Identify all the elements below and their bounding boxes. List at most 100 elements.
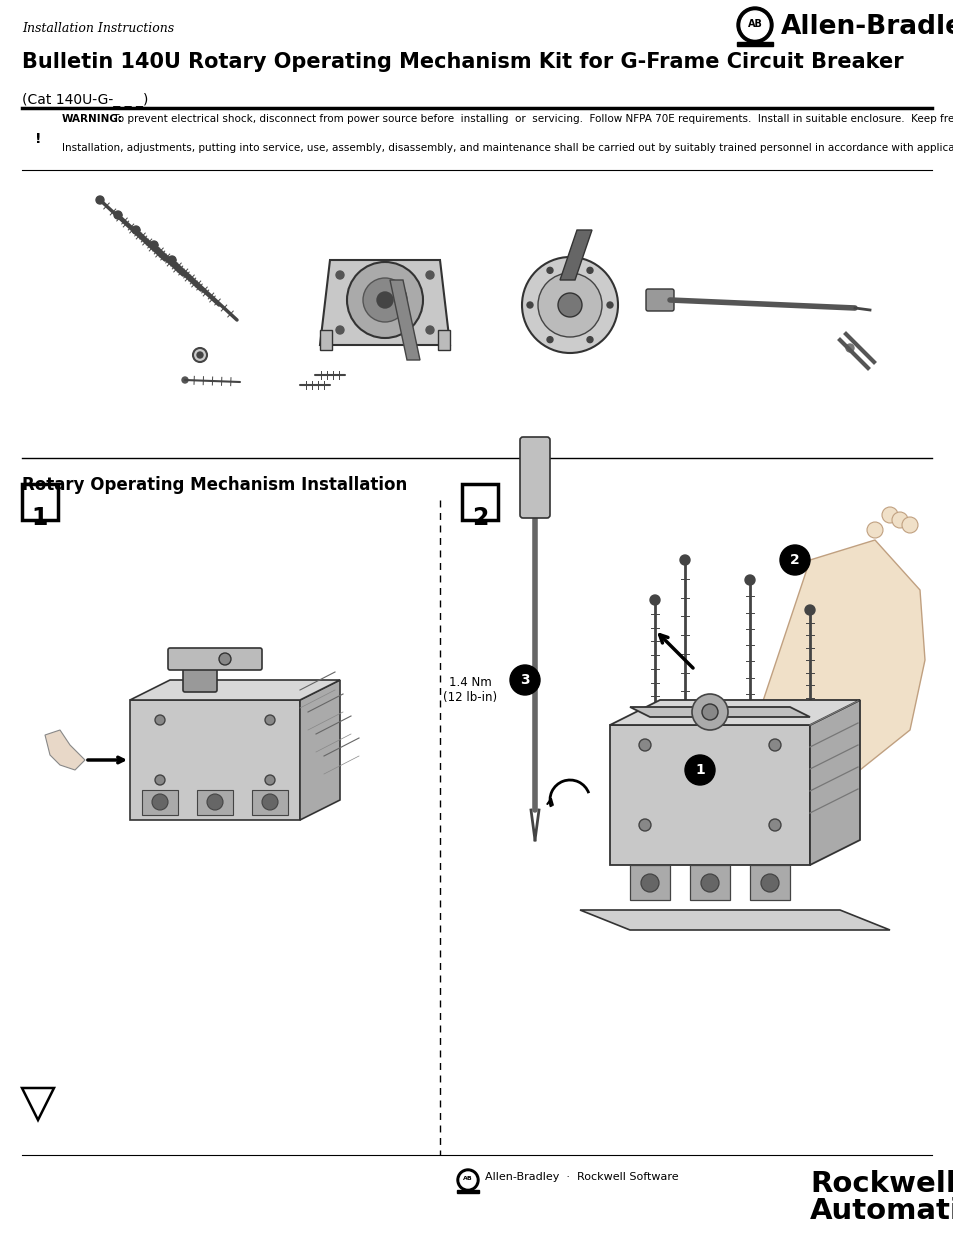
- Circle shape: [768, 739, 781, 751]
- Text: Rotary Operating Mechanism Installation: Rotary Operating Mechanism Installation: [22, 475, 407, 494]
- Circle shape: [586, 337, 593, 342]
- Bar: [461, 484, 497, 520]
- Circle shape: [347, 262, 422, 338]
- Circle shape: [586, 267, 593, 273]
- Text: To prevent electrical shock, disconnect from power source before  installing  or: To prevent electrical shock, disconnect …: [110, 114, 953, 124]
- Bar: [737, 42, 772, 46]
- Circle shape: [537, 273, 601, 337]
- Bar: [252, 790, 288, 815]
- Circle shape: [640, 874, 659, 892]
- Circle shape: [96, 196, 104, 204]
- Circle shape: [426, 270, 434, 279]
- Text: Bulletin 140U Rotary Operating Mechanism Kit for G-Frame Circuit Breaker: Bulletin 140U Rotary Operating Mechanism…: [22, 52, 902, 72]
- Bar: [437, 330, 450, 350]
- Polygon shape: [299, 680, 339, 820]
- Circle shape: [132, 226, 140, 233]
- Text: 2: 2: [789, 553, 799, 567]
- Circle shape: [363, 278, 407, 322]
- Circle shape: [207, 794, 223, 810]
- Circle shape: [182, 377, 188, 383]
- Circle shape: [262, 794, 277, 810]
- Text: Allen-Bradley: Allen-Bradley: [781, 14, 953, 40]
- FancyBboxPatch shape: [519, 437, 550, 517]
- Bar: [456, 1191, 478, 1193]
- Bar: [689, 864, 729, 900]
- Circle shape: [219, 653, 231, 664]
- Bar: [196, 790, 233, 815]
- Circle shape: [196, 352, 203, 358]
- Circle shape: [154, 776, 165, 785]
- Circle shape: [521, 257, 618, 353]
- Text: Installation, adjustments, putting into service, use, assembly, disassembly, and: Installation, adjustments, putting into …: [62, 143, 953, 153]
- Text: AB: AB: [747, 19, 761, 28]
- Circle shape: [113, 211, 122, 219]
- Text: (Cat 140U-G-_ _ _): (Cat 140U-G-_ _ _): [22, 93, 149, 107]
- Bar: [142, 790, 178, 815]
- Polygon shape: [740, 540, 924, 790]
- Circle shape: [684, 755, 714, 785]
- Polygon shape: [45, 730, 85, 769]
- FancyBboxPatch shape: [645, 289, 673, 311]
- Circle shape: [546, 267, 553, 273]
- Circle shape: [891, 513, 907, 529]
- Text: 1: 1: [695, 763, 704, 777]
- Text: Rockwell: Rockwell: [809, 1170, 953, 1198]
- Circle shape: [265, 715, 274, 725]
- Polygon shape: [22, 1088, 54, 1120]
- Polygon shape: [629, 706, 809, 718]
- Circle shape: [193, 348, 207, 362]
- Text: 1: 1: [31, 506, 49, 530]
- Text: 3: 3: [519, 673, 529, 687]
- Circle shape: [335, 326, 344, 333]
- Polygon shape: [319, 261, 450, 345]
- Circle shape: [740, 11, 768, 40]
- Circle shape: [901, 517, 917, 534]
- Circle shape: [679, 555, 689, 564]
- Text: Installation Instructions: Installation Instructions: [22, 22, 174, 35]
- Circle shape: [882, 508, 897, 522]
- Polygon shape: [579, 910, 889, 930]
- Circle shape: [606, 303, 613, 308]
- Text: WARNING:: WARNING:: [62, 114, 123, 124]
- Circle shape: [768, 819, 781, 831]
- Circle shape: [546, 337, 553, 342]
- Circle shape: [701, 704, 718, 720]
- Polygon shape: [130, 680, 339, 700]
- Circle shape: [150, 241, 158, 249]
- Circle shape: [335, 270, 344, 279]
- Circle shape: [845, 345, 853, 352]
- Circle shape: [804, 605, 814, 615]
- Circle shape: [691, 694, 727, 730]
- Circle shape: [526, 303, 533, 308]
- Circle shape: [426, 326, 434, 333]
- Circle shape: [737, 7, 772, 43]
- Circle shape: [639, 739, 650, 751]
- Circle shape: [639, 819, 650, 831]
- Text: !: !: [34, 132, 41, 146]
- Circle shape: [760, 874, 779, 892]
- Bar: [749, 864, 789, 900]
- Circle shape: [168, 256, 175, 264]
- Circle shape: [649, 595, 659, 605]
- Bar: [319, 330, 332, 350]
- Circle shape: [152, 794, 168, 810]
- Polygon shape: [809, 700, 859, 864]
- Polygon shape: [609, 700, 859, 725]
- Circle shape: [744, 576, 754, 585]
- Circle shape: [780, 545, 809, 576]
- Circle shape: [700, 874, 719, 892]
- Polygon shape: [390, 280, 419, 359]
- Circle shape: [510, 664, 539, 695]
- Text: AB: AB: [462, 1177, 473, 1182]
- Bar: [629, 864, 669, 900]
- FancyBboxPatch shape: [168, 648, 262, 671]
- Circle shape: [558, 293, 581, 317]
- Circle shape: [154, 715, 165, 725]
- Polygon shape: [609, 725, 809, 864]
- Text: Automation: Automation: [809, 1197, 953, 1225]
- FancyBboxPatch shape: [183, 666, 216, 692]
- Circle shape: [459, 1172, 476, 1188]
- Circle shape: [866, 522, 882, 538]
- Text: 2: 2: [472, 506, 488, 530]
- Polygon shape: [559, 230, 592, 280]
